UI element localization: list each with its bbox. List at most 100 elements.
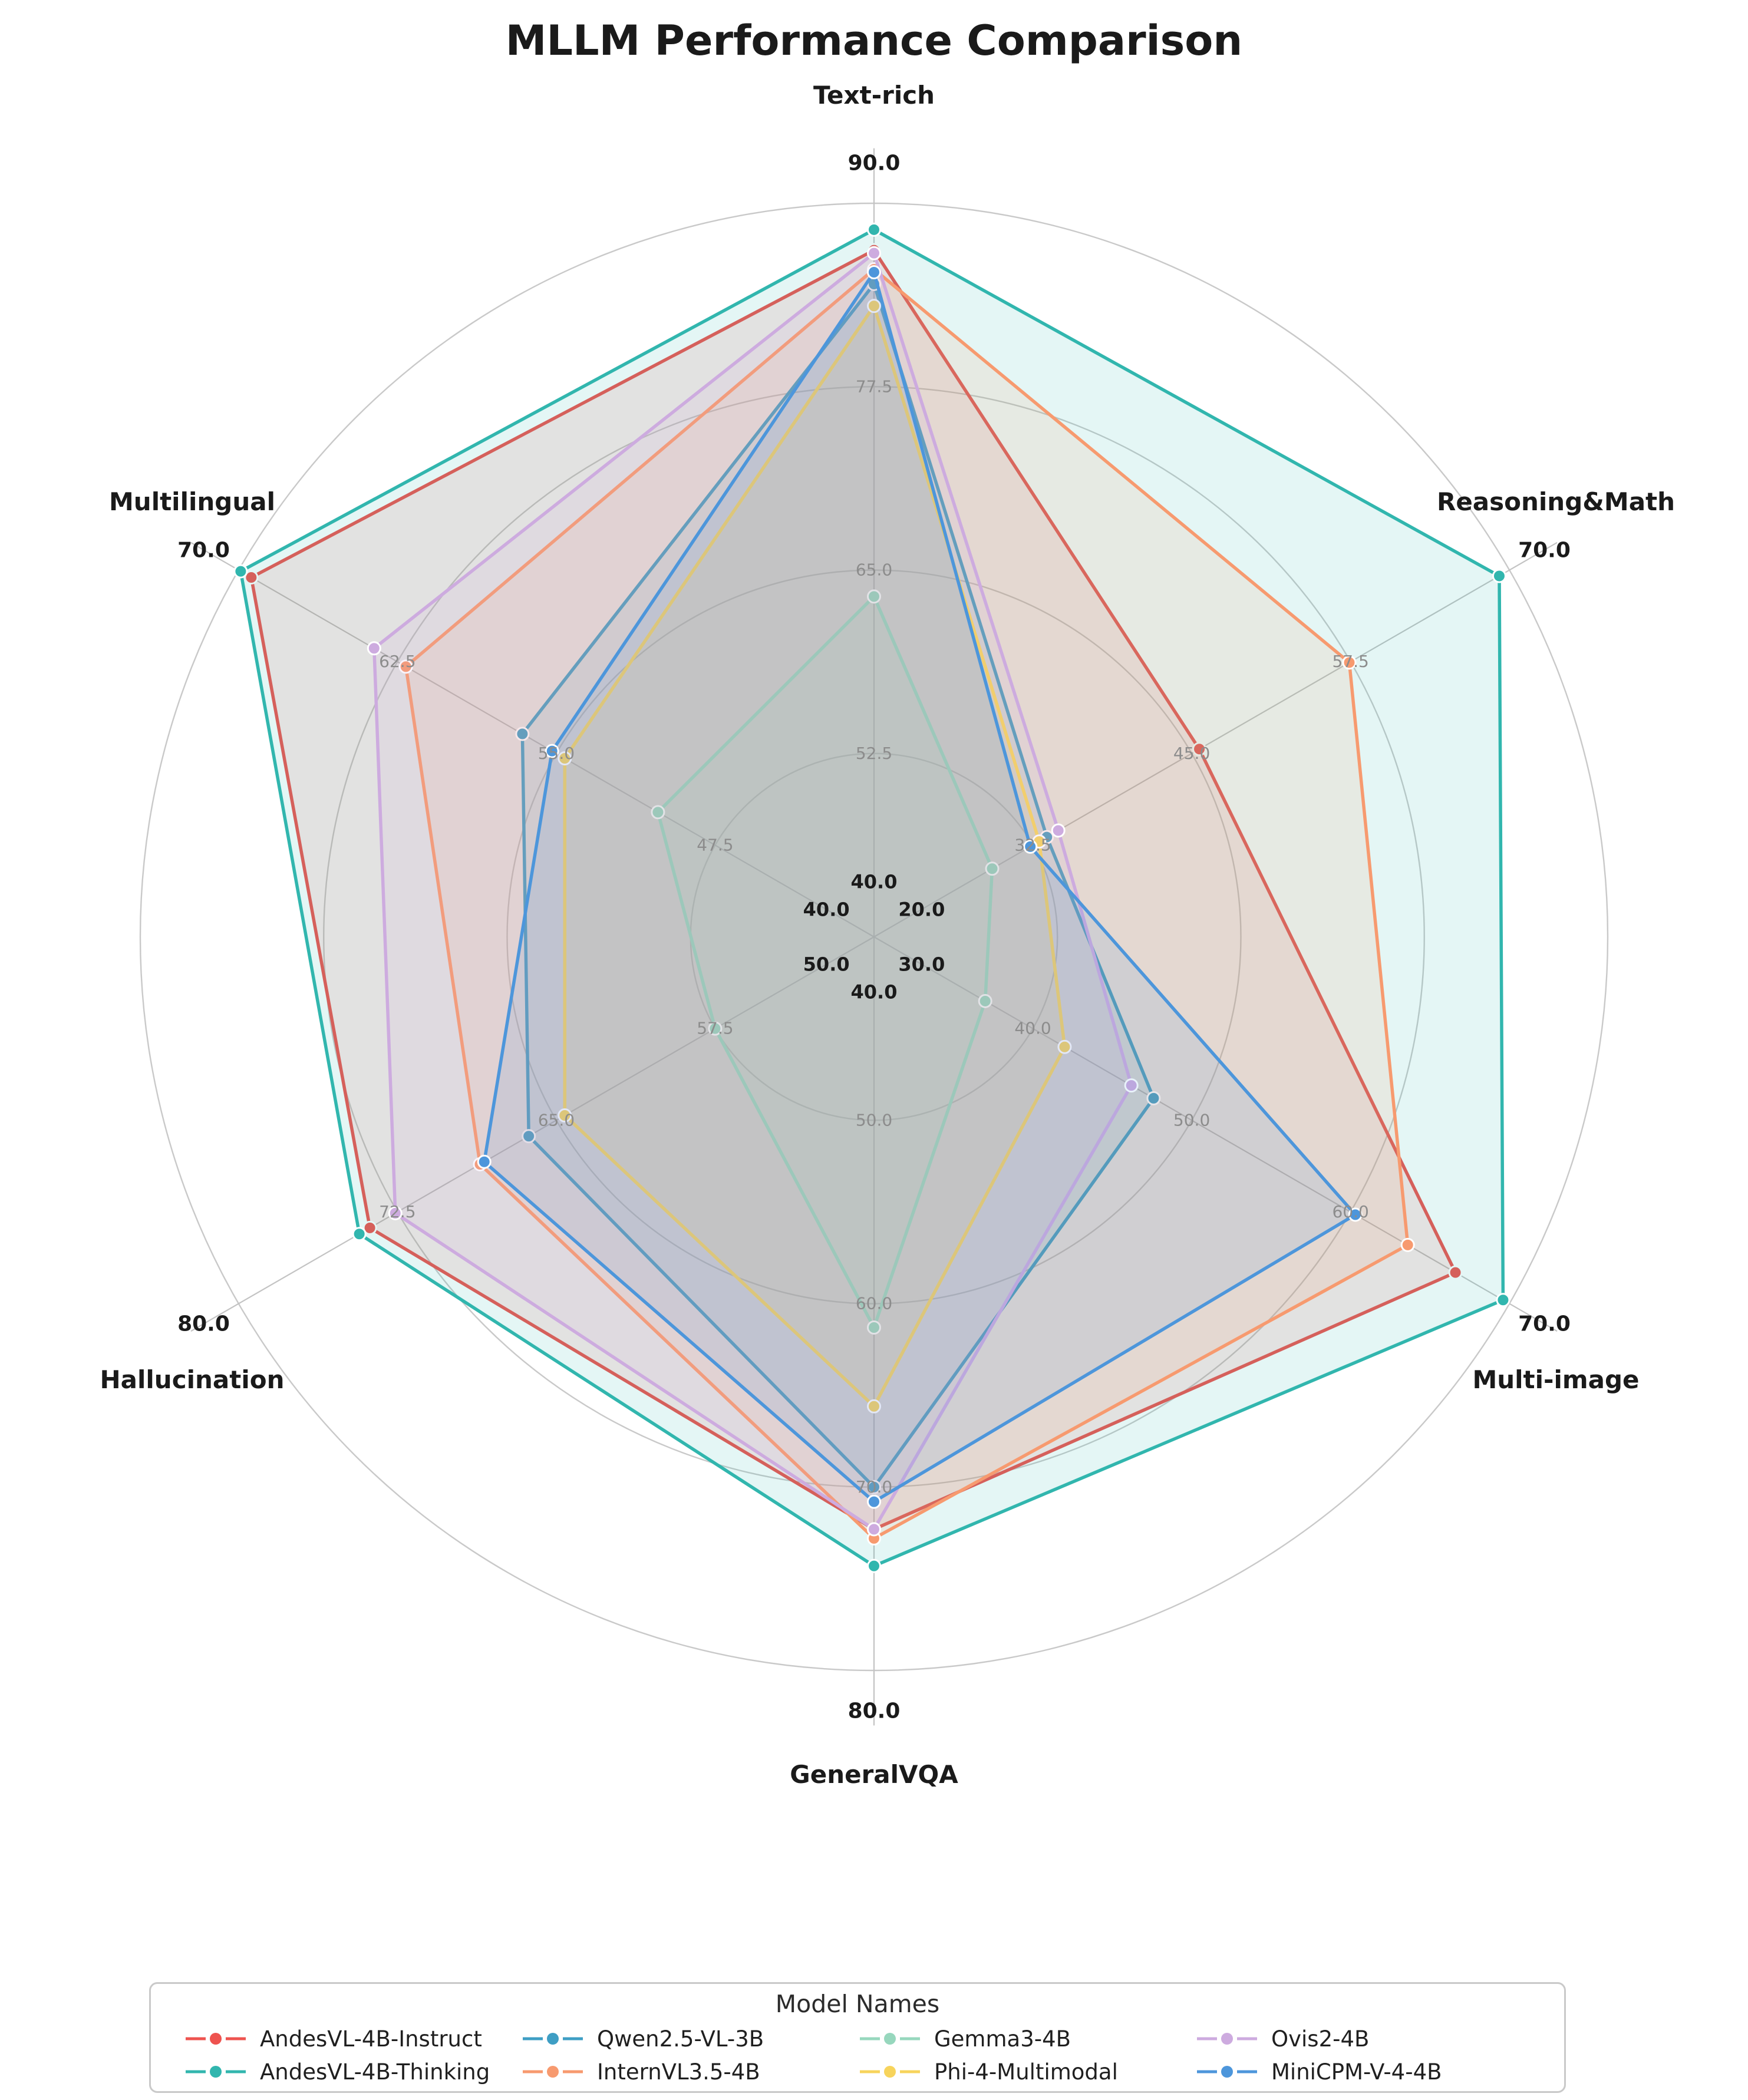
data-point [558,1108,572,1122]
data-point [1448,1265,1463,1280]
axis-max-label: 90.0 [848,151,901,176]
axis-max-label: 80.0 [848,1699,901,1723]
tick-label: 77.5 [856,377,892,396]
data-point [522,1129,536,1144]
axis-min-label: 30.0 [898,953,945,976]
data-point [367,641,381,656]
legend-item: InternVL3.5-4B [520,2056,857,2088]
legend-item: Phi-4-Multimodal [857,2056,1195,2088]
chart-title: MLLM Performance Comparison [505,16,1243,65]
axis-label-Hallucination: Hallucination [100,1365,285,1394]
axis-max-label: 80.0 [177,1312,230,1336]
data-point [985,861,1000,876]
axis-min-label: 40.0 [803,898,850,920]
tick-label: 47.5 [697,835,733,854]
legend-item: MiniCPM-V-4-4B [1195,2056,1532,2088]
tick-label: 57.5 [1332,652,1368,671]
tick-label: 50.0 [1173,1110,1210,1130]
legend-marker [186,2066,246,2078]
data-point [558,751,572,766]
axis-label-Multilingual: Multilingual [109,487,275,516]
legend-marker [523,2033,583,2045]
axis-min-label: 20.0 [898,898,945,920]
data-point [708,1021,723,1036]
tick-label: 45.0 [1173,744,1210,763]
legend-marker [1197,2066,1257,2078]
data-point [867,246,881,260]
tick-label: 65.0 [538,1110,575,1130]
tick-label: 60.0 [1332,1202,1368,1221]
axis-max-label: 70.0 [177,538,230,562]
data-point [867,1559,881,1573]
legend-marker [860,2066,920,2078]
legend-marker [1197,2033,1257,2045]
legend-label: Qwen2.5-VL-3B [597,2026,764,2052]
radar-chart: 52.565.077.532.545.057.540.050.060.050.0… [100,81,1675,1789]
data-point [1400,1237,1415,1252]
tick-label: 62.5 [379,652,415,671]
legend-label: AndesVL-4B-Thinking [260,2059,490,2085]
tick-label: 55.0 [538,744,575,763]
data-point [352,1227,367,1241]
legend: Model Names AndesVL-4B-Instruct AndesVL-4… [149,1982,1566,2093]
tick-label: 65.0 [856,560,892,580]
legend-item: Qwen2.5-VL-3B [520,2023,857,2055]
legend-label: MiniCPM-V-4-4B [1271,2059,1442,2085]
data-point [1023,839,1038,854]
axis-label-Multi-image: Multi-image [1472,1365,1639,1394]
data-point [1051,823,1066,838]
tick-label: 60.0 [856,1294,892,1313]
tick-label: 52.5 [856,744,892,763]
axis-max-label: 70.0 [1518,538,1571,562]
legend-label: Gemma3-4B [934,2026,1071,2052]
tick-label: 40.0 [1014,1019,1051,1038]
data-point [1342,655,1357,670]
axis-label-GeneralVQA: GeneralVQA [790,1760,958,1789]
data-point [477,1154,492,1169]
axis-min-label: 40.0 [851,980,898,1003]
axis-label-Text-rich: Text-rich [813,81,935,110]
axis-max-label: 70.0 [1518,1312,1571,1336]
data-point [233,564,248,579]
data-point [867,1522,881,1537]
legend-label: InternVL3.5-4B [597,2059,760,2085]
tick-label: 72.5 [379,1202,415,1221]
tick-label: 70.0 [856,1477,892,1497]
data-point [1496,1293,1510,1307]
legend-item: Gemma3-4B [857,2023,1195,2055]
legend-title: Model Names [775,1990,940,2018]
data-point [867,589,881,604]
data-point [1492,569,1506,583]
axis-label-Reasoning&Math: Reasoning&Math [1437,487,1675,516]
legend-item: AndesVL-4B-Thinking [183,2056,520,2088]
data-point [398,659,413,674]
data-point [867,265,881,280]
data-point [978,993,992,1008]
legend-label: Phi-4-Multimodal [934,2059,1118,2085]
data-point [388,1206,403,1220]
data-point [867,1320,881,1335]
data-point [515,727,530,741]
data-point [1057,1039,1072,1054]
legend-item: Ovis2-4B [1195,2023,1532,2055]
data-point [545,744,559,758]
axis-spoke [190,541,875,937]
data-point [867,1494,881,1509]
tick-label: 50.0 [856,1110,892,1130]
data-point [1348,1207,1363,1222]
legend-label: Ovis2-4B [1271,2026,1370,2052]
tick-label: 32.5 [1014,835,1051,854]
tick-label: 57.5 [697,1019,733,1038]
data-point [867,1480,881,1494]
legend-marker [860,2033,920,2045]
data-point [1146,1091,1161,1105]
data-point [1192,742,1207,757]
axis-min-label: 40.0 [851,871,898,893]
data-point [867,222,881,237]
axis-min-label: 50.0 [803,953,850,976]
data-point [362,1220,377,1235]
legend-item: AndesVL-4B-Instruct [183,2023,520,2055]
legend-grid: AndesVL-4B-Instruct AndesVL-4B-Thinking Qw… [151,2018,1564,2088]
data-point [244,570,259,585]
